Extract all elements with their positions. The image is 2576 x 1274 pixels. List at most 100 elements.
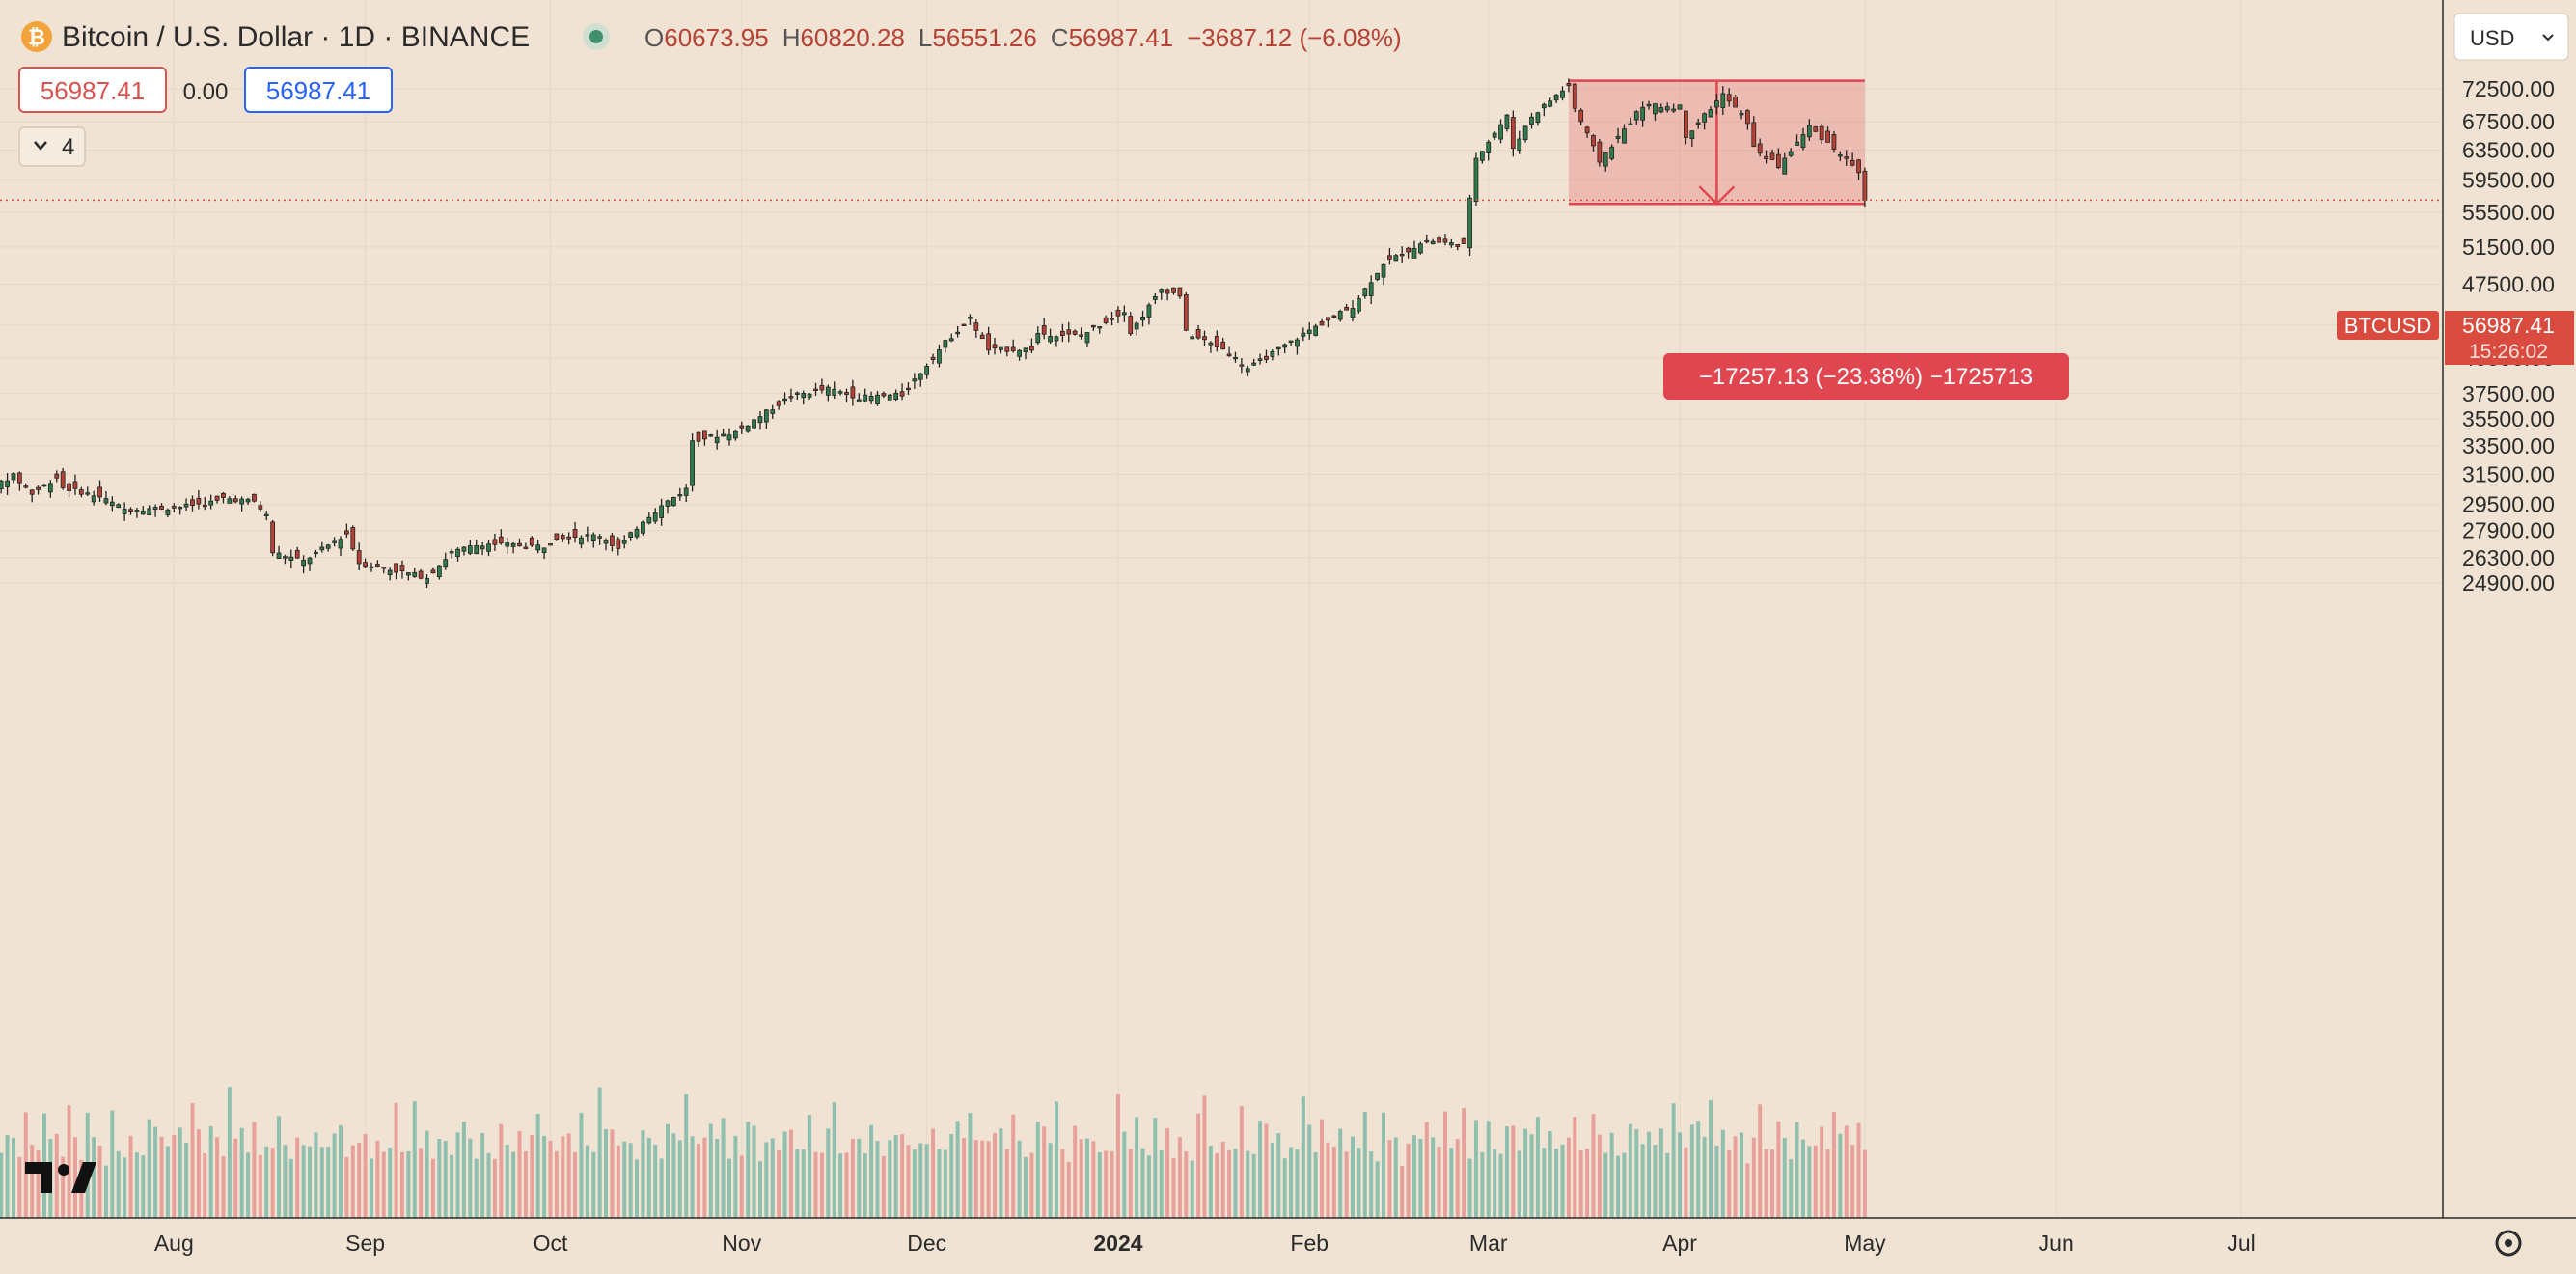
- candle-body: [1165, 289, 1170, 294]
- volume-bar: [406, 1150, 411, 1218]
- volume-bar: [561, 1136, 565, 1218]
- candle-body: [1597, 141, 1603, 163]
- candle-body: [1295, 339, 1300, 347]
- candle-body: [319, 546, 325, 551]
- candle-body: [1486, 141, 1492, 154]
- volume-bar: [1807, 1146, 1812, 1218]
- volume-bar: [1431, 1137, 1436, 1218]
- candle-body: [893, 392, 899, 401]
- currency-select[interactable]: [2453, 13, 2569, 61]
- candle-body: [628, 532, 634, 538]
- candle-body: [541, 547, 547, 554]
- volume-bar: [1653, 1145, 1658, 1218]
- volume-bar: [511, 1151, 516, 1218]
- volume-bar: [770, 1138, 775, 1218]
- volume-bar: [430, 1158, 435, 1218]
- candle-body: [1121, 312, 1127, 316]
- candle-body: [1745, 110, 1750, 125]
- symbol-title[interactable]: Bitcoin / U.S. Dollar · 1D · BINANCE: [62, 21, 530, 53]
- candle-body: [307, 557, 313, 565]
- volume-bar: [764, 1142, 769, 1218]
- volume-bar: [999, 1128, 1003, 1218]
- volume-bar: [505, 1144, 509, 1218]
- volume-bar: [1393, 1137, 1398, 1218]
- candle-body: [301, 559, 306, 567]
- candle-body: [165, 509, 171, 515]
- candle-body: [1795, 141, 1799, 146]
- candle-body: [1023, 347, 1028, 352]
- candle-body: [467, 545, 473, 554]
- candle-body: [646, 516, 652, 524]
- volume-bar: [1115, 1094, 1120, 1218]
- volume-bar: [869, 1124, 874, 1218]
- volume-bar: [67, 1105, 71, 1218]
- candle-body: [1010, 346, 1016, 351]
- volume-bar: [622, 1141, 627, 1218]
- candle-body: [523, 546, 529, 549]
- volume-bar: [801, 1149, 806, 1218]
- candle-body: [634, 528, 640, 538]
- candle-body: [986, 333, 992, 351]
- volume-bar: [554, 1150, 559, 1218]
- candle-body: [844, 392, 849, 395]
- volume-bar: [955, 1121, 960, 1218]
- volume-bar: [610, 1129, 615, 1218]
- candle-body: [1357, 298, 1361, 312]
- tradingview-logo-icon[interactable]: [25, 1162, 96, 1193]
- candle-body: [5, 480, 10, 487]
- volume-bar: [461, 1122, 466, 1218]
- volume-bar: [684, 1094, 689, 1218]
- candle-body: [554, 533, 560, 540]
- candle-body: [263, 513, 269, 516]
- volume-bar: [283, 1145, 288, 1218]
- volume-bar: [1634, 1129, 1639, 1218]
- volume-bar: [1437, 1147, 1441, 1218]
- spread-value: 0.00: [183, 79, 229, 105]
- volume-bar: [986, 1141, 991, 1218]
- candle-body: [1301, 332, 1306, 337]
- volume-bar: [437, 1138, 442, 1218]
- volume-bar: [215, 1137, 220, 1218]
- volume-bar: [172, 1134, 177, 1218]
- candle-body: [1411, 248, 1417, 259]
- sell-button[interactable]: [18, 67, 167, 113]
- measure-label: −17257.13 (−23.38%) −1725713: [1699, 364, 2033, 390]
- candle-body: [72, 481, 78, 489]
- volume-bar: [739, 1155, 744, 1218]
- candle-body: [350, 527, 356, 550]
- volume-bar: [641, 1130, 645, 1218]
- candle-body: [405, 572, 411, 576]
- candle-body: [1226, 353, 1232, 357]
- candle-body: [1288, 340, 1294, 343]
- volume-bar: [1165, 1127, 1170, 1218]
- candle-body: [652, 512, 658, 522]
- volume-bar: [110, 1110, 115, 1218]
- volume-bar: [1338, 1128, 1343, 1218]
- volume-bar: [1455, 1139, 1460, 1218]
- volume-bar: [1449, 1148, 1454, 1218]
- candle-body: [1726, 94, 1732, 102]
- candle-body: [548, 543, 553, 546]
- volume-bar: [1850, 1145, 1855, 1218]
- volume-bar: [1529, 1134, 1534, 1218]
- volume-bar: [1326, 1142, 1330, 1218]
- candle-body: [899, 391, 905, 397]
- chart-settings-icon[interactable]: [2495, 1230, 2522, 1257]
- indicators-toggle[interactable]: [18, 126, 86, 167]
- volume-bar: [1480, 1151, 1485, 1218]
- volume-bar: [233, 1138, 238, 1218]
- time-axis[interactable]: JulAugSepOctNovDec2024FebMarAprMayJunJul: [0, 1231, 2256, 1256]
- candle-body: [1856, 159, 1861, 174]
- price-tick-label: 26300.00: [2462, 545, 2555, 570]
- volume-bar: [1351, 1136, 1355, 1218]
- volume-bar: [659, 1158, 664, 1218]
- candle-body: [1837, 154, 1843, 157]
- volume-bar: [30, 1145, 35, 1218]
- volume-bar: [1307, 1124, 1312, 1218]
- buy-button[interactable]: [244, 67, 393, 113]
- candle-body: [813, 388, 818, 391]
- volume-bar: [455, 1132, 460, 1218]
- candle-body: [1350, 308, 1356, 318]
- candle-body: [1275, 346, 1281, 350]
